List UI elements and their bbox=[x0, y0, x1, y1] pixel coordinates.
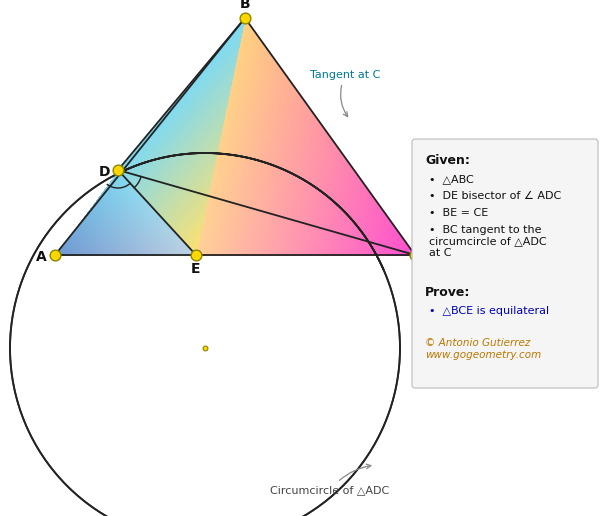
Text: •  BC tangent to the
circumcircle of △ADC
at C: • BC tangent to the circumcircle of △ADC… bbox=[429, 225, 547, 258]
Text: C: C bbox=[424, 248, 434, 262]
Text: D: D bbox=[98, 165, 110, 179]
Text: B: B bbox=[239, 0, 250, 11]
Text: A: A bbox=[35, 250, 46, 264]
Point bbox=[191, 251, 201, 259]
Point bbox=[50, 251, 60, 259]
Text: •  DE bisector of ∠ ADC: • DE bisector of ∠ ADC bbox=[429, 191, 561, 201]
Text: Given:: Given: bbox=[425, 154, 470, 167]
Point bbox=[113, 166, 123, 174]
Point bbox=[200, 344, 210, 352]
Text: Tangent at C: Tangent at C bbox=[310, 70, 380, 117]
Text: Circumcircle of △ADC: Circumcircle of △ADC bbox=[271, 464, 389, 495]
Text: © Antonio Gutierrez
www.gogeometry.com: © Antonio Gutierrez www.gogeometry.com bbox=[425, 338, 541, 360]
Text: E: E bbox=[191, 262, 201, 276]
Text: •  △ABC: • △ABC bbox=[429, 174, 474, 184]
Text: Prove:: Prove: bbox=[425, 286, 470, 299]
Point bbox=[240, 14, 250, 22]
Point bbox=[410, 251, 420, 259]
Text: •  △BCE is equilateral: • △BCE is equilateral bbox=[429, 306, 549, 316]
Text: •  BE = CE: • BE = CE bbox=[429, 208, 488, 218]
FancyBboxPatch shape bbox=[412, 139, 598, 388]
